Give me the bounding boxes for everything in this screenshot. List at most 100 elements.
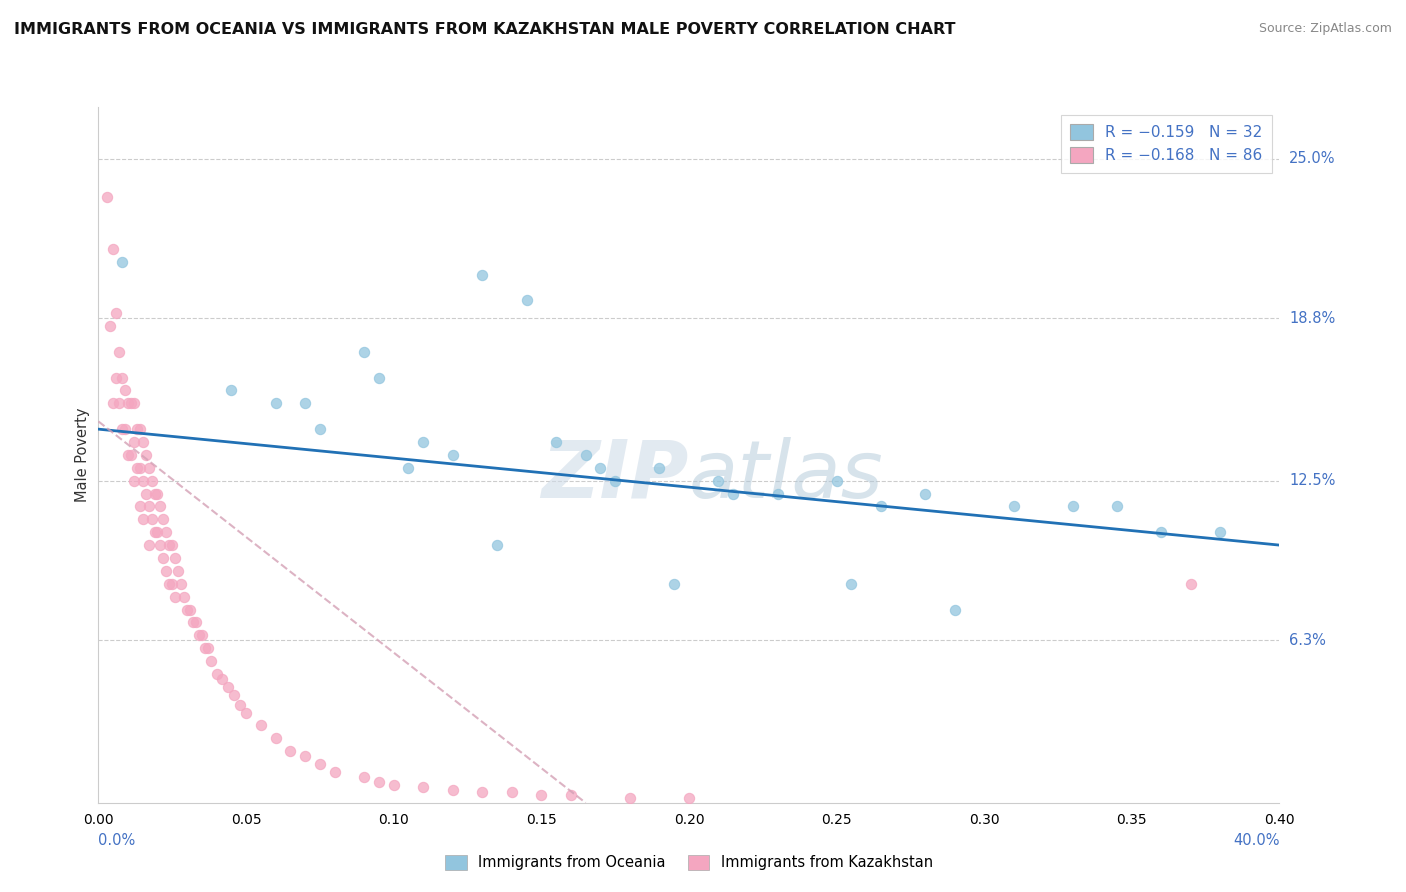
Point	[187, 628, 209, 642]
Point	[1180, 576, 1202, 591]
Point	[200, 654, 222, 668]
Point	[766, 486, 789, 500]
Point	[441, 448, 464, 462]
Point	[396, 460, 419, 475]
Point	[205, 667, 228, 681]
Point	[278, 744, 302, 758]
Legend: R = −0.159   N = 32, R = −0.168   N = 86: R = −0.159 N = 32, R = −0.168 N = 86	[1062, 115, 1272, 173]
Point	[869, 500, 891, 514]
Point	[1062, 500, 1084, 514]
Point	[152, 551, 174, 566]
Text: ZIP: ZIP	[541, 437, 689, 515]
Point	[122, 396, 145, 410]
Point	[157, 576, 180, 591]
Point	[368, 775, 391, 789]
Point	[309, 422, 332, 436]
Text: 6.3%: 6.3%	[1289, 633, 1326, 648]
Point	[108, 396, 131, 410]
Point	[125, 422, 148, 436]
Point	[111, 254, 134, 268]
Point	[229, 698, 252, 712]
Point	[560, 788, 582, 802]
Point	[105, 306, 128, 320]
Point	[165, 590, 187, 604]
Point	[132, 435, 155, 450]
Point	[707, 474, 730, 488]
Point	[353, 770, 375, 784]
Point	[149, 538, 172, 552]
Point	[143, 525, 166, 540]
Point	[111, 370, 134, 384]
Point	[138, 538, 160, 552]
Point	[122, 435, 145, 450]
Point	[544, 435, 567, 450]
Point	[157, 538, 180, 552]
Point	[412, 435, 434, 450]
Point	[219, 384, 242, 398]
Point	[98, 319, 121, 334]
Point	[619, 790, 641, 805]
Text: 12.5%: 12.5%	[1289, 473, 1336, 488]
Point	[103, 396, 125, 410]
Point	[605, 474, 627, 488]
Point	[96, 190, 118, 204]
Point	[825, 474, 848, 488]
Point	[152, 512, 174, 526]
Point	[250, 718, 273, 732]
Point	[323, 764, 346, 779]
Point	[721, 486, 744, 500]
Text: 25.0%: 25.0%	[1289, 151, 1336, 166]
Point	[117, 448, 139, 462]
Point	[839, 576, 862, 591]
Point	[135, 448, 157, 462]
Point	[264, 396, 287, 410]
Point	[128, 500, 150, 514]
Point	[173, 590, 195, 604]
Point	[1150, 525, 1173, 540]
Point	[914, 486, 936, 500]
Point	[412, 780, 434, 795]
Point	[294, 396, 316, 410]
Point	[664, 576, 686, 591]
Point	[294, 749, 316, 764]
Point	[382, 778, 405, 792]
Point	[146, 525, 169, 540]
Point	[648, 460, 671, 475]
Point	[105, 370, 128, 384]
Point	[141, 512, 163, 526]
Text: 0.0%: 0.0%	[98, 833, 135, 848]
Point	[211, 672, 233, 686]
Point	[486, 538, 509, 552]
Point	[1105, 500, 1128, 514]
Point	[176, 602, 198, 616]
Point	[309, 757, 332, 772]
Point	[181, 615, 204, 630]
Text: 40.0%: 40.0%	[1233, 833, 1279, 848]
Point	[155, 564, 177, 578]
Point	[128, 422, 150, 436]
Point	[103, 242, 125, 256]
Point	[117, 396, 139, 410]
Text: Source: ZipAtlas.com: Source: ZipAtlas.com	[1258, 22, 1392, 36]
Point	[471, 785, 494, 799]
Point	[574, 448, 596, 462]
Point	[589, 460, 612, 475]
Legend: Immigrants from Oceania, Immigrants from Kazakhstan: Immigrants from Oceania, Immigrants from…	[439, 848, 939, 876]
Point	[149, 500, 172, 514]
Point	[441, 783, 464, 797]
Point	[114, 384, 136, 398]
Point	[146, 486, 169, 500]
Point	[530, 788, 553, 802]
Point	[111, 422, 134, 436]
Point	[138, 460, 160, 475]
Point	[170, 576, 193, 591]
Point	[132, 474, 155, 488]
Point	[122, 474, 145, 488]
Text: atlas: atlas	[689, 437, 884, 515]
Point	[1002, 500, 1025, 514]
Point	[264, 731, 287, 746]
Y-axis label: Male Poverty: Male Poverty	[75, 408, 90, 502]
Point	[368, 370, 391, 384]
Point	[194, 641, 217, 656]
Point	[162, 538, 183, 552]
